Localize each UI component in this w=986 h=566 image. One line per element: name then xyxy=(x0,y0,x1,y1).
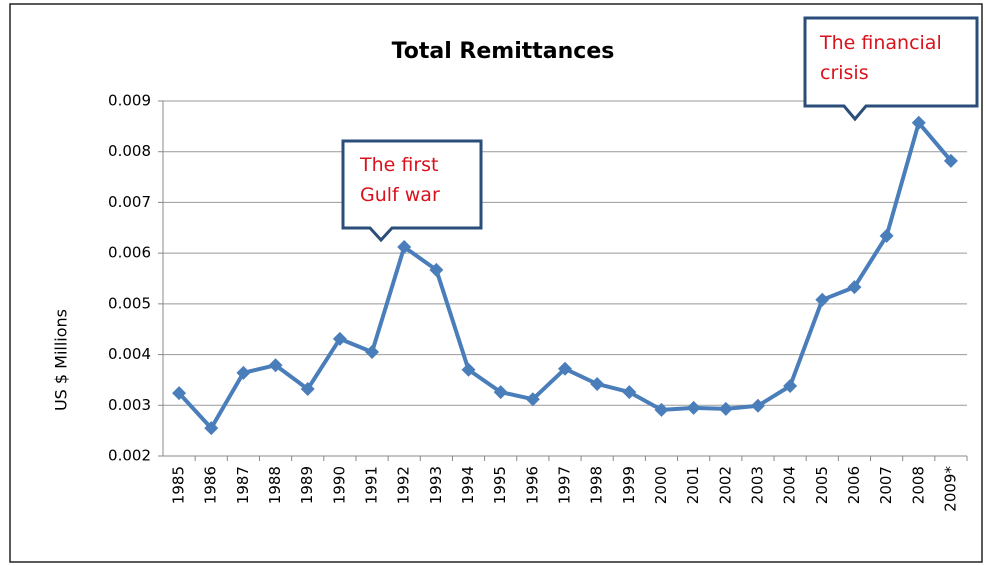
x-tick-label: 1996 xyxy=(523,466,541,504)
y-tick-label: 0.007 xyxy=(108,193,151,211)
marker xyxy=(332,331,347,346)
y-tick-label: 0.002 xyxy=(108,447,151,465)
marker xyxy=(750,398,765,413)
y-tick-label: 0.008 xyxy=(108,142,151,160)
marker xyxy=(365,345,380,360)
marker xyxy=(847,280,862,295)
x-tick-label: 1987 xyxy=(234,466,252,504)
marker xyxy=(815,292,830,307)
x-tick-label: 2003 xyxy=(748,466,766,504)
x-tick-label: 1986 xyxy=(202,466,220,504)
callout-box xyxy=(341,139,483,243)
y-tick-label: 0.003 xyxy=(108,396,151,414)
x-tick-label: 2007 xyxy=(877,466,895,504)
x-tick-label: 2006 xyxy=(845,466,863,504)
x-tick-label: 1990 xyxy=(330,466,348,504)
marker xyxy=(236,365,251,380)
x-tick-label: 1993 xyxy=(427,466,445,504)
x-tick-label: 1988 xyxy=(266,466,284,504)
marker xyxy=(493,385,508,400)
marker xyxy=(943,153,958,168)
marker xyxy=(911,115,926,130)
x-tick-label: 1995 xyxy=(491,466,509,504)
annotation: The first Gulf war xyxy=(360,154,440,206)
marker xyxy=(590,376,605,391)
marker xyxy=(783,379,798,394)
marker xyxy=(268,358,283,373)
marker xyxy=(397,240,412,255)
marker xyxy=(879,228,894,243)
x-tick-label: 2004 xyxy=(781,466,799,504)
y-tick-label: 0.006 xyxy=(108,244,151,262)
marker xyxy=(525,392,540,407)
marker xyxy=(300,382,315,397)
x-tick-label: 2001 xyxy=(684,466,702,504)
y-axis-label: US $ Millions xyxy=(52,309,71,411)
marker xyxy=(718,401,733,416)
y-tick-label: 0.005 xyxy=(108,294,151,312)
marker xyxy=(622,385,637,400)
y-tick-label: 0.004 xyxy=(108,345,151,363)
marker xyxy=(204,421,219,436)
marker xyxy=(429,262,444,277)
x-tick-label: 2002 xyxy=(716,466,734,504)
x-tick-label: 1998 xyxy=(588,466,606,504)
callout-box xyxy=(803,16,979,122)
marker xyxy=(558,361,572,376)
marker xyxy=(461,362,476,377)
x-tick-label: 2008 xyxy=(909,466,927,504)
x-tick-label: 2005 xyxy=(813,466,831,504)
x-tick-label: 2009* xyxy=(941,466,959,512)
x-tick-label: 1994 xyxy=(459,466,477,504)
x-tick-label: 1985 xyxy=(170,466,188,504)
x-tick-label: 1999 xyxy=(620,466,638,504)
annotation: The financial crisis xyxy=(820,32,942,84)
x-tick-label: 1997 xyxy=(556,466,574,504)
x-tick-label: 1992 xyxy=(395,466,413,504)
x-tick-label: 1989 xyxy=(298,466,316,504)
marker xyxy=(172,386,187,401)
marker xyxy=(654,402,669,417)
y-tick-label: 0.009 xyxy=(108,92,151,110)
chart-title: Total Remittances xyxy=(392,39,615,64)
marker xyxy=(686,400,701,415)
x-tick-label: 1991 xyxy=(363,466,381,504)
x-tick-label: 2000 xyxy=(652,466,670,504)
